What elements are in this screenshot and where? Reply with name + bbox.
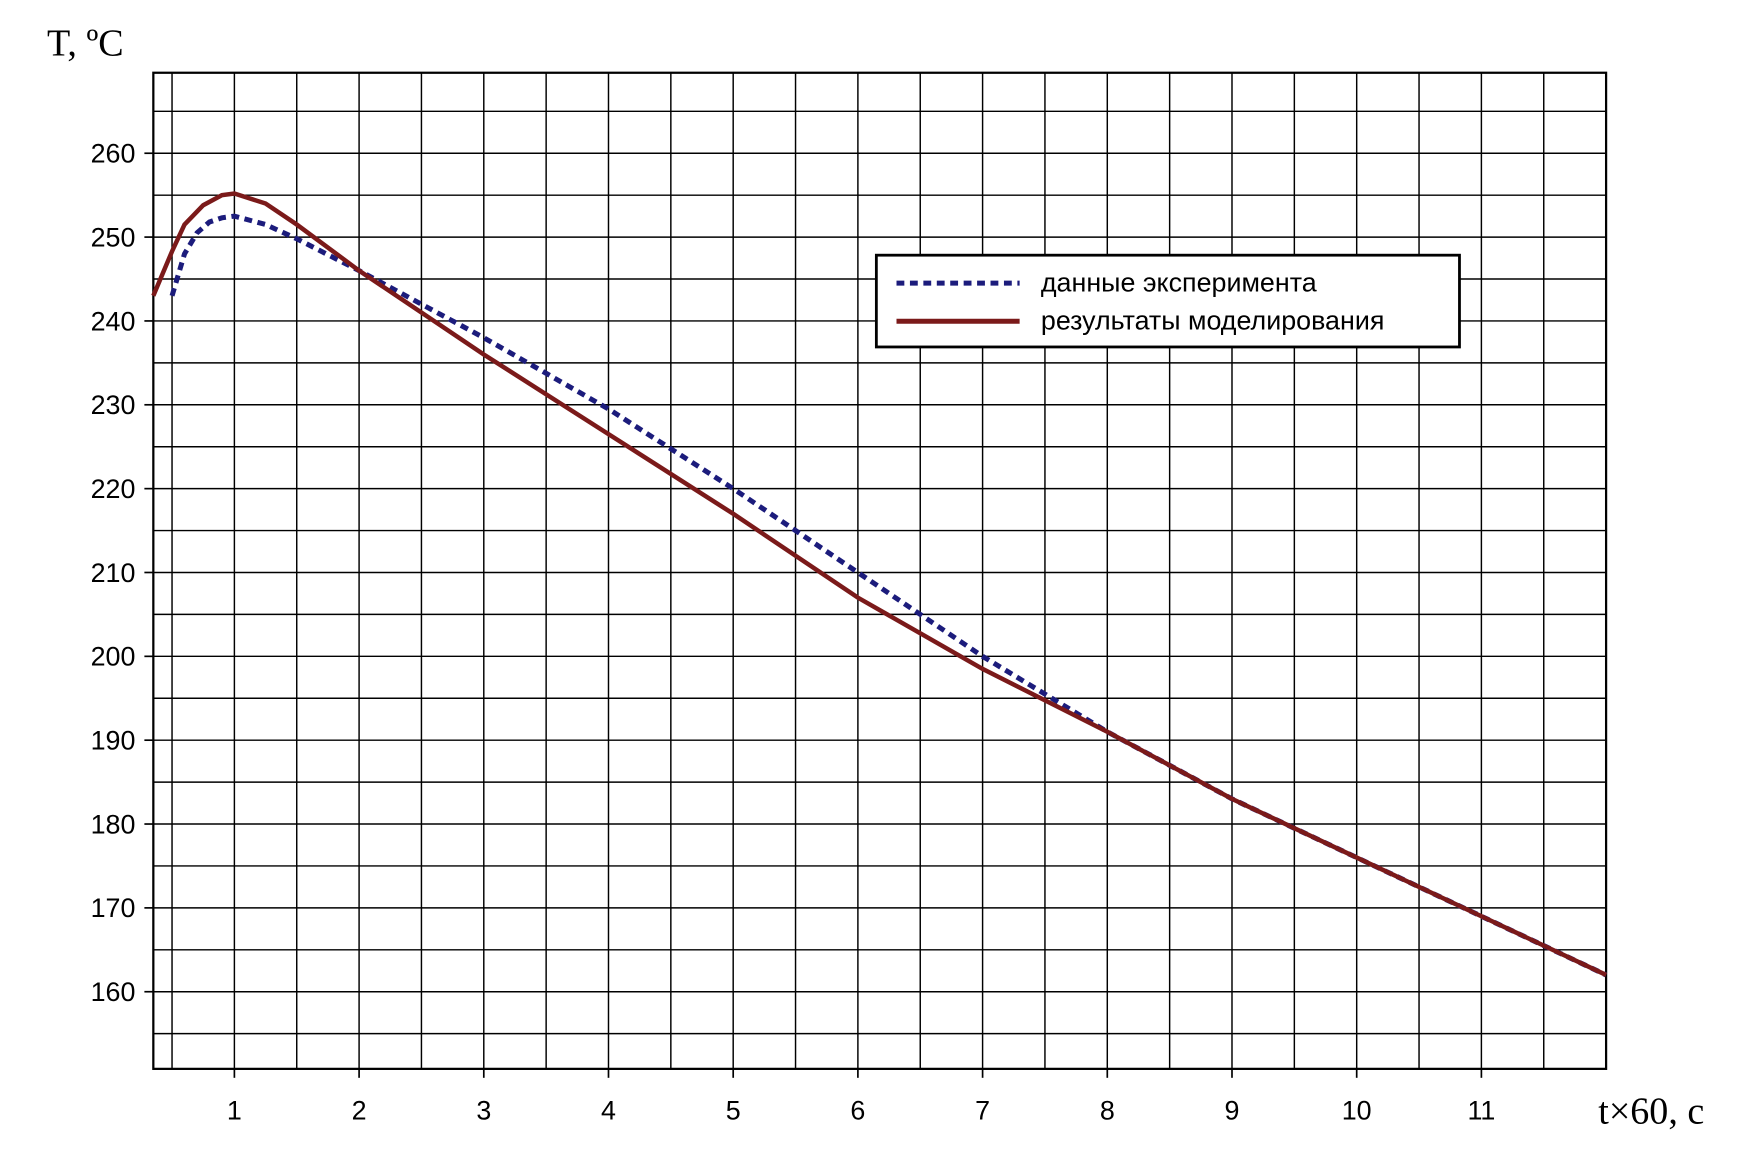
y-tick-label: 180 <box>91 809 136 839</box>
plot-frame <box>152 71 1608 1070</box>
y-tick-label: 190 <box>91 726 136 756</box>
x-tick-label: 3 <box>476 1096 491 1126</box>
y-tick-label: 220 <box>91 474 136 504</box>
y-axis-label: T, ºC <box>47 23 124 65</box>
y-tick-label: 200 <box>91 642 136 672</box>
y-tick-label: 160 <box>91 977 136 1007</box>
legend: данные эксперимента результаты моделирова… <box>874 253 1461 349</box>
y-tick-label: 260 <box>91 139 136 169</box>
x-tick-label: 5 <box>726 1096 741 1126</box>
x-tick-label: 1 <box>227 1096 242 1126</box>
x-tick-label: 2 <box>352 1096 367 1126</box>
x-tick-label: 4 <box>601 1096 616 1126</box>
y-tick-label: 210 <box>91 558 136 588</box>
x-tick-label: 11 <box>1467 1096 1495 1126</box>
x-tick-label: 10 <box>1342 1096 1372 1126</box>
x-tick-label: 9 <box>1225 1096 1240 1126</box>
x-axis-label: t×60, c <box>1598 1090 1704 1132</box>
legend-label: результаты моделирования <box>1041 305 1385 335</box>
y-tick-label: 170 <box>91 893 136 923</box>
legend-box <box>874 253 1461 349</box>
data-line <box>151 191 1608 977</box>
legend-label: данные эксперимента <box>1041 267 1317 297</box>
x-tick-label: 7 <box>975 1096 990 1126</box>
x-tick-label: 8 <box>1100 1096 1115 1126</box>
x-tick-label: 6 <box>850 1096 865 1126</box>
y-tick-label: 250 <box>91 222 136 252</box>
y-tick-label: 230 <box>91 390 136 420</box>
y-tick-label: 240 <box>91 306 136 336</box>
